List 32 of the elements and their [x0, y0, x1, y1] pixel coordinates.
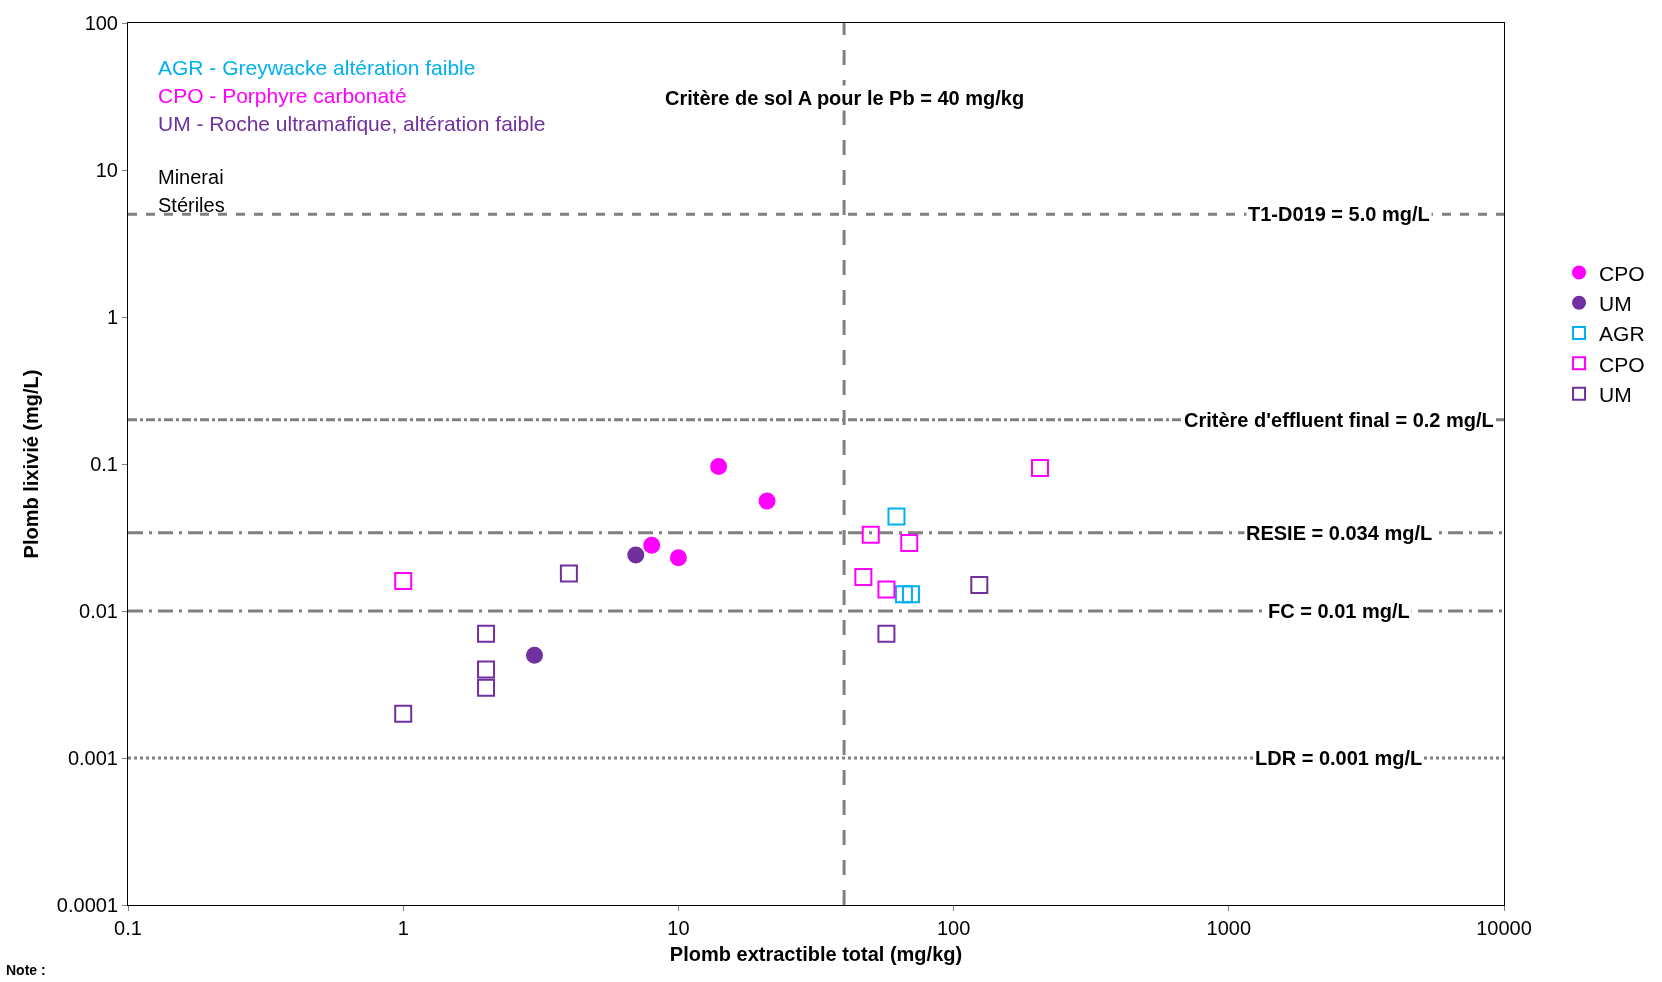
y-tick-label: 1 [106, 306, 118, 328]
x-tick-label: 1 [397, 917, 409, 939]
annotation: AGR - Greywacke altération faible [158, 56, 476, 79]
legend-label: AGR [1599, 322, 1645, 346]
ref-line-label: Critère d'effluent final = 0.2 mg/L [1184, 409, 1494, 431]
y-tick-label: 0.01 [79, 600, 118, 622]
legend-label: UM [1599, 291, 1632, 315]
legend-label: CPO [1599, 352, 1645, 376]
ref-line-label: Critère de sol A pour le Pb = 40 mg/kg [665, 87, 1025, 109]
ref-line-label: RESIE = 0.034 mg/L [1246, 522, 1433, 544]
annotation: UM - Roche ultramafique, altération faible [158, 112, 546, 135]
y-tick-label: 0.001 [67, 747, 118, 769]
ref-line-label: LDR = 0.001 mg/L [1255, 747, 1423, 769]
x-axis-title: Plomb extractible total (mg/kg) [669, 942, 963, 965]
annotation: Minerai [158, 166, 224, 188]
legend-label: CPO [1599, 261, 1645, 285]
legend-label: UM [1599, 382, 1632, 406]
x-tick-label: 10000 [1476, 917, 1532, 939]
annotation: Stériles [158, 194, 225, 216]
text: Note : [6, 962, 46, 978]
ref-line-label: FC = 0.01 mg/L [1268, 600, 1410, 622]
y-tick-label: 0.1 [90, 453, 118, 475]
y-tick-label: 100 [84, 12, 118, 34]
x-tick-label: 1000 [1206, 917, 1252, 939]
y-axis-title: Plomb lixivié (mg/L) [20, 369, 43, 559]
annotation: CPO - Porphyre carbonaté [158, 84, 407, 107]
ref-line-label: T1-D019 = 5.0 mg/L [1248, 203, 1430, 225]
y-tick-label: 0.0001 [56, 894, 118, 916]
y-tick-label: 10 [95, 159, 118, 181]
x-tick-label: 100 [936, 917, 971, 939]
x-tick-label: 0.1 [114, 917, 142, 939]
x-tick-label: 10 [667, 917, 690, 939]
